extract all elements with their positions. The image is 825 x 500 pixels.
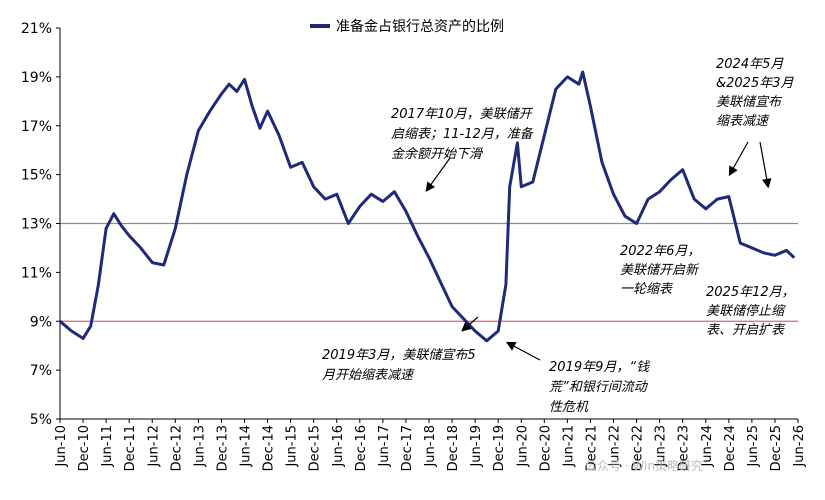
annotation-line: 一轮缩表	[620, 282, 674, 297]
x-tick-label: Dec-18	[446, 425, 461, 471]
annotation-line: 启缩表；11-12月，准备	[391, 127, 535, 142]
x-tick-label: Dec-20	[538, 425, 553, 471]
x-tick-label: Jun-13	[192, 425, 207, 468]
x-tick-label: Dec-22	[631, 425, 646, 471]
x-tick-label: Dec-12	[169, 425, 184, 471]
annotation-line: 2017年10月，美联储开	[391, 107, 534, 122]
x-tick-label: Jun-26	[792, 425, 807, 468]
arrow-2017	[425, 157, 451, 192]
annotation-line: 金余额开始下滑	[391, 146, 484, 162]
annotation-line: 美联储宣布	[716, 95, 783, 110]
annotation-line: 性危机	[549, 400, 589, 415]
y-tick-label: 7%	[30, 363, 52, 379]
reference-lines	[60, 222, 798, 322]
x-tick-label: Dec-16	[354, 425, 369, 471]
annotation-line: &2025年3月	[716, 76, 794, 91]
arrow-2025	[759, 141, 772, 189]
annotation-line: 美联储停止缩	[706, 304, 786, 319]
x-tick-label: Jun-16	[331, 425, 346, 468]
x-tick-label: Jun-11	[100, 425, 115, 468]
x-tick-label: Dec-24	[723, 425, 738, 471]
x-tick-label: Jun-23	[654, 425, 669, 468]
legend-label: 准备金占银行总资产的比例	[336, 18, 504, 35]
x-tick-label: Jun-18	[423, 425, 438, 468]
annotation-line: 荒”和银行间流动	[549, 380, 649, 395]
x-tick-label: Jun-12	[146, 425, 161, 468]
annotation-a2019a: 2019年3月，美联储宣布5 月开始缩表减速	[322, 348, 476, 383]
x-tick-label: Dec-14	[262, 425, 277, 471]
x-tick-label: Jun-10	[54, 425, 69, 468]
x-tick-label: Dec-19	[492, 425, 507, 471]
annotation-line: 表、开启扩表	[706, 323, 786, 338]
annotation-line: 2019年3月，美联储宣布5	[322, 348, 476, 363]
x-tick-label: Jun-20	[515, 425, 530, 468]
y-tick-label: 13%	[21, 217, 52, 233]
x-tick-label: Dec-11	[123, 425, 138, 471]
x-tick-label: Dec-21	[584, 425, 599, 471]
y-tick-label: 9%	[30, 314, 52, 330]
x-axis-ticks: Jun-10 Dec-10 Jun-11 Dec-11 Jun-12 Dec-12 Jun-…	[54, 419, 807, 471]
annotation-arrows	[425, 141, 772, 361]
watermark: 公众号 · Win策略研究	[585, 458, 703, 473]
x-tick-label: Jun-22	[608, 425, 623, 468]
y-tick-label: 11%	[21, 265, 52, 281]
annotation-line: 2025年12月，	[706, 285, 795, 300]
x-tick-label: Dec-10	[77, 425, 92, 471]
y-tick-label: 21%	[21, 21, 52, 37]
x-tick-label: Jun-19	[469, 425, 484, 468]
annotation-line: 缩表减速	[716, 114, 770, 129]
legend: 准备金占银行总资产的比例	[310, 18, 504, 35]
series-line-reserve-ratio	[59, 70, 796, 343]
x-tick-label: Dec-17	[400, 425, 415, 471]
y-tick-label: 15%	[21, 168, 52, 184]
arrow-2019b	[505, 341, 541, 361]
annotation-line: 2019年9月，“钱	[549, 360, 650, 375]
x-tick-label: Jun-21	[561, 425, 576, 468]
annotation-line: 2022年6月，	[620, 244, 700, 259]
x-tick-label: Jun-15	[285, 425, 300, 468]
x-tick-label: Jun-14	[239, 425, 254, 468]
x-tick-label: Dec-25	[769, 425, 784, 471]
x-tick-label: Dec-23	[677, 425, 692, 471]
y-tick-label: 19%	[21, 70, 52, 86]
y-tick-label: 17%	[21, 119, 52, 135]
arrow-2019a	[461, 316, 479, 332]
annotation-line: 美联储开启新	[620, 263, 700, 278]
annotation-line: 月开始缩表减速	[322, 368, 415, 383]
x-tick-label: Jun-25	[746, 425, 761, 468]
arrow-2024	[728, 141, 749, 177]
annotation-line: 2024年5月	[716, 57, 784, 72]
y-axis-ticks: 5% 7% 9% 11% 13% 15% 17% 19% 21%	[21, 21, 60, 428]
x-tick-label: Jun-24	[700, 425, 715, 468]
y-tick-label: 5%	[30, 412, 52, 428]
series-group	[59, 70, 796, 343]
x-tick-label: Jun-17	[377, 425, 392, 468]
x-tick-label: Dec-15	[308, 425, 323, 471]
x-tick-label: Dec-13	[215, 425, 230, 471]
